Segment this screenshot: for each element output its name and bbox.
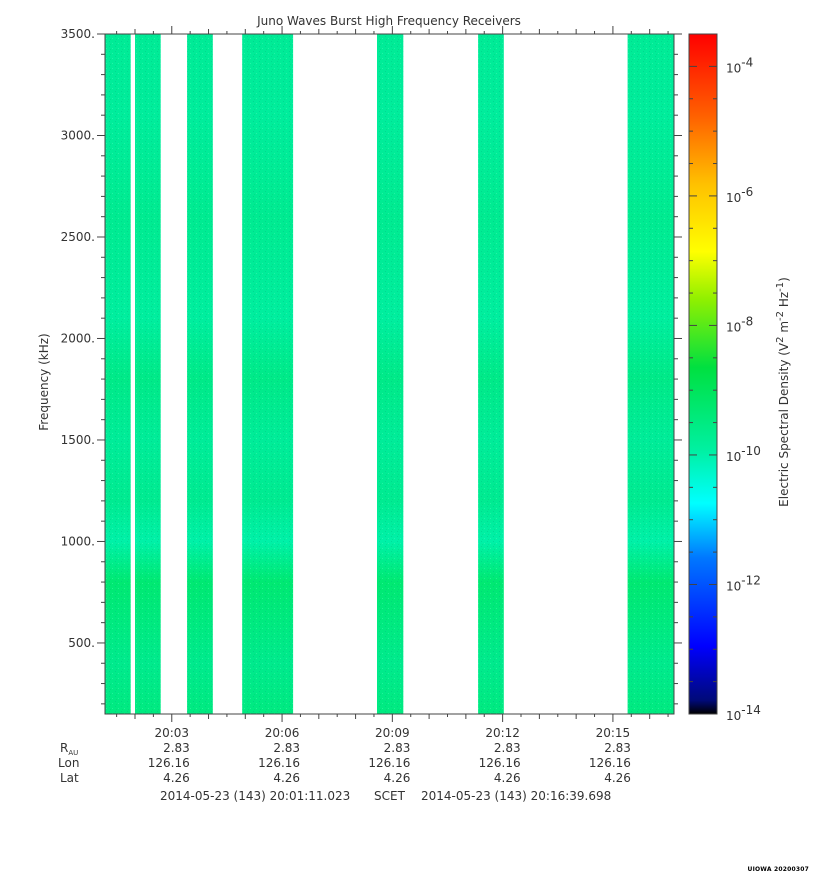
colorbar-tick-label: 10-14 bbox=[726, 703, 761, 723]
x-tick-label: 20:09 bbox=[375, 726, 410, 740]
ephem-label-r: RAU bbox=[60, 741, 78, 757]
chart-title: Juno Waves Burst High Frequency Receiver… bbox=[256, 14, 521, 28]
y-tick-label: 3500. bbox=[61, 27, 95, 41]
ephem-lat-value: 4.26 bbox=[273, 771, 301, 785]
footer-end-time: 2014-05-23 (143) 20:16:39.698 bbox=[421, 789, 612, 803]
ephem-lat-value: 4.26 bbox=[604, 771, 631, 785]
y-tick-label: 500. bbox=[68, 636, 95, 650]
x-tick-label: 20:03 bbox=[154, 726, 189, 740]
ephem-lat-value: 4.26 bbox=[163, 771, 190, 785]
ephem-r-value: 2.83 bbox=[604, 741, 631, 755]
ephem-label-lon: Lon bbox=[58, 756, 80, 770]
ephem-lon-value: 126.16 bbox=[478, 756, 521, 770]
colorbar-tick-label: 10-4 bbox=[726, 55, 753, 75]
ephem-r-value: 2.83 bbox=[163, 741, 190, 755]
data-interval-texture bbox=[135, 34, 161, 714]
data-interval-texture bbox=[377, 34, 404, 714]
data-interval-texture bbox=[105, 34, 131, 714]
plot-frame bbox=[104, 33, 675, 715]
ephem-lon-value: 126.16 bbox=[258, 756, 301, 770]
data-interval-texture bbox=[627, 34, 674, 714]
footer-start-time: 2014-05-23 (143) 20:01:11.023 bbox=[160, 789, 351, 803]
y-axis-label: Frequency (kHz) bbox=[37, 333, 51, 430]
y-tick-label: 1000. bbox=[61, 534, 95, 548]
x-tick-label: 20:15 bbox=[596, 726, 631, 740]
ephem-lat-value: 4.26 bbox=[493, 771, 521, 785]
colorbar-label: Electric Spectral Density (V2 m-2 Hz-1) bbox=[775, 277, 791, 507]
y-tick-label: 2000. bbox=[61, 331, 95, 345]
ephem-r-value: 2.83 bbox=[383, 741, 411, 755]
ephem-label-r-text: R bbox=[60, 741, 69, 755]
ephem-lon-value: 126.16 bbox=[588, 756, 631, 770]
ephem-lon-value: 126.16 bbox=[147, 756, 190, 770]
footer-scet: SCET bbox=[374, 789, 405, 803]
data-interval-texture bbox=[242, 34, 294, 714]
data-interval-texture bbox=[187, 34, 213, 714]
colorbar-tick-label: 10-10 bbox=[726, 444, 761, 464]
colorbar-tick-label: 10-6 bbox=[726, 185, 753, 205]
ephem-label-r-sub: AU bbox=[68, 749, 79, 757]
y-tick-label: 3000. bbox=[61, 128, 95, 142]
y-tick-label: 1500. bbox=[61, 433, 95, 447]
x-tick-label: 20:06 bbox=[265, 726, 300, 740]
colorbar bbox=[688, 33, 718, 715]
y-tick-label: 2500. bbox=[61, 230, 95, 244]
ephem-label-lat: Lat bbox=[60, 771, 79, 785]
ephem-r-value: 2.83 bbox=[273, 741, 301, 755]
x-tick-label: 20:12 bbox=[485, 726, 520, 740]
version-stamp: UIOWA 20200307 bbox=[747, 866, 809, 873]
data-interval-texture bbox=[478, 34, 504, 714]
colorbar-tick-label: 10-8 bbox=[726, 314, 753, 334]
ephem-lon-value: 126.16 bbox=[368, 756, 411, 770]
colorbar-tick-label: 10-12 bbox=[726, 573, 761, 593]
ephem-r-value: 2.83 bbox=[493, 741, 521, 755]
ephem-lat-value: 4.26 bbox=[383, 771, 411, 785]
